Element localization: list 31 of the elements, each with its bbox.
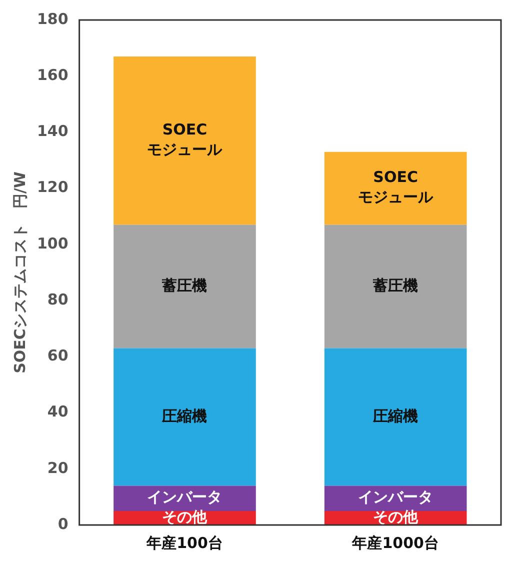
y-tick-label: 20 [47,458,68,477]
bar [324,348,467,486]
y-tick-label: 140 [37,122,68,140]
bar [114,348,256,486]
bar [324,152,467,225]
bar [324,224,467,348]
series-label: インバータ [147,488,222,506]
series-label: SOEC モジュール [358,168,434,206]
text: インバータ [358,488,434,506]
y-tick-label: 80 [47,290,68,308]
y-axis-title: SOECシステムコスト 円/W [10,171,29,374]
y-tick-label: 0 [58,514,68,533]
text: その他 [373,508,418,526]
y-tick-label: 100 [37,234,68,252]
series-label: 圧縮機 [372,406,418,425]
x-tick-label: 年産1000台 [351,534,439,552]
y-tick-label: 120 [37,178,68,196]
text: 蓄圧機 [162,276,208,294]
text: 圧縮機 [162,406,208,425]
y-tick-label: 40 [47,402,68,421]
y-tick-label: 160 [37,66,68,84]
bar [114,224,256,348]
text: SOEC モジュール [147,120,222,159]
y-tick-label: 180 [37,10,68,28]
bar [324,486,467,511]
x-tick-label: 年産100台 [146,534,223,552]
series-label: その他 [162,508,208,526]
y-tick-label: 60 [47,346,68,365]
bar [114,486,256,511]
series-label: 蓄圧機 [372,276,418,294]
bar [114,56,256,225]
